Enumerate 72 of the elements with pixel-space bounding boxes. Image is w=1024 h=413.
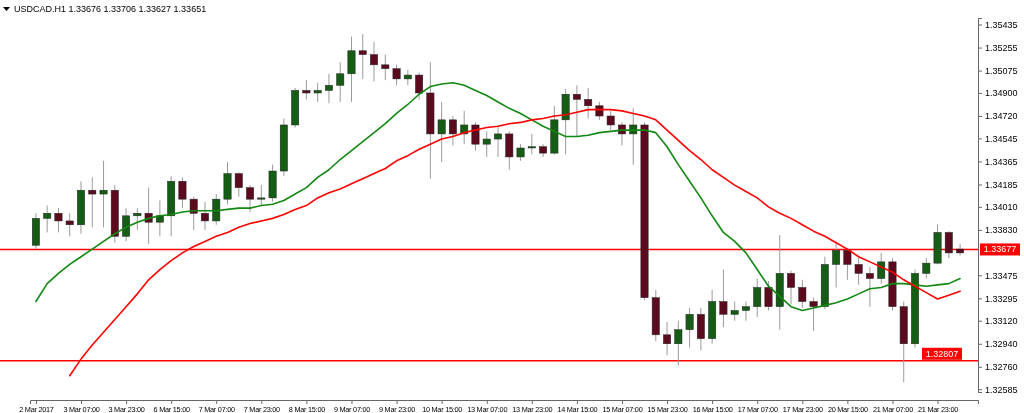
ref-line-label: 1.33677: [983, 244, 1017, 255]
candlestick: [65, 212, 74, 237]
y-tick-label: 1.34010: [985, 202, 1018, 213]
candlestick: [787, 270, 795, 305]
candlestick: [809, 297, 818, 332]
candlestick: [843, 248, 852, 281]
candlestick: [866, 266, 874, 308]
candlestick: [674, 320, 683, 367]
candlestick: [606, 110, 615, 131]
candlestick: [54, 207, 63, 233]
candlestick: [527, 133, 536, 155]
y-tick-label: 1.32585: [985, 384, 1018, 395]
candlestick: [944, 230, 953, 259]
candlestick: [742, 301, 750, 322]
candlestick: [437, 101, 446, 163]
candlestick: [798, 279, 807, 309]
candlestick: [99, 160, 108, 228]
ref-line-label: 1.32807: [925, 348, 959, 359]
candlestick: [854, 257, 863, 286]
y-tick-label: 1.33830: [985, 225, 1018, 236]
candlestick: [471, 121, 480, 152]
y-tick-label: 1.34365: [985, 156, 1018, 167]
candlestick: [877, 252, 886, 285]
candlestick: [494, 125, 502, 158]
candlestick: [246, 184, 254, 213]
candlestick: [449, 115, 457, 146]
candlestick: [415, 72, 424, 100]
candlestick: [753, 278, 762, 318]
candlestick: [663, 321, 671, 356]
candlestick: [122, 207, 130, 242]
candlestick: [43, 205, 52, 233]
candlestick: [257, 184, 266, 207]
y-tick-label: 1.32940: [985, 339, 1018, 350]
candlestick: [133, 207, 142, 231]
candlestick: [584, 87, 593, 120]
chart-title: USDCAD.H1 1.33676 1.33706 1.33627 1.33651: [14, 4, 207, 14]
y-tick-label: 1.32760: [985, 362, 1018, 373]
y-tick-label: 1.34545: [985, 133, 1018, 144]
candlestick: [313, 82, 322, 103]
candlestick: [764, 280, 773, 311]
candlestick: [302, 79, 311, 100]
candlestick: [505, 130, 514, 171]
y-tick-label: 1.35255: [985, 42, 1018, 53]
candlestick: [201, 201, 209, 231]
y-tick-label: 1.35075: [985, 65, 1018, 76]
candlestick: [358, 33, 367, 80]
candlestick: [832, 240, 841, 288]
y-tick-label: 1.33295: [985, 293, 1018, 304]
y-tick-label: 1.33475: [985, 270, 1018, 281]
candlestick: [730, 301, 739, 322]
candlestick: [381, 54, 390, 81]
candlestick: [325, 73, 333, 104]
y-tick-label: 1.34185: [985, 179, 1018, 190]
candlestick: [482, 130, 491, 158]
candlestick: [392, 64, 401, 86]
candlestick: [572, 84, 581, 137]
candlestick: [922, 257, 931, 280]
y-tick-label: 1.34720: [985, 111, 1018, 122]
candlestick: [234, 171, 243, 198]
candlestick: [189, 196, 198, 231]
candlestick: [719, 269, 728, 328]
candlestick: [336, 61, 345, 103]
candlestick: [88, 176, 97, 228]
candlestick: [347, 36, 356, 103]
y-tick-label: 1.34900: [985, 88, 1018, 99]
candlestick: [370, 41, 378, 82]
candlestick: [178, 176, 187, 209]
candlestick: [155, 199, 164, 237]
y-tick-label: 1.35435: [985, 19, 1018, 30]
candlestick: [685, 307, 694, 349]
candlestick: [212, 193, 221, 226]
y-tick-label: 1.33120: [985, 316, 1018, 327]
